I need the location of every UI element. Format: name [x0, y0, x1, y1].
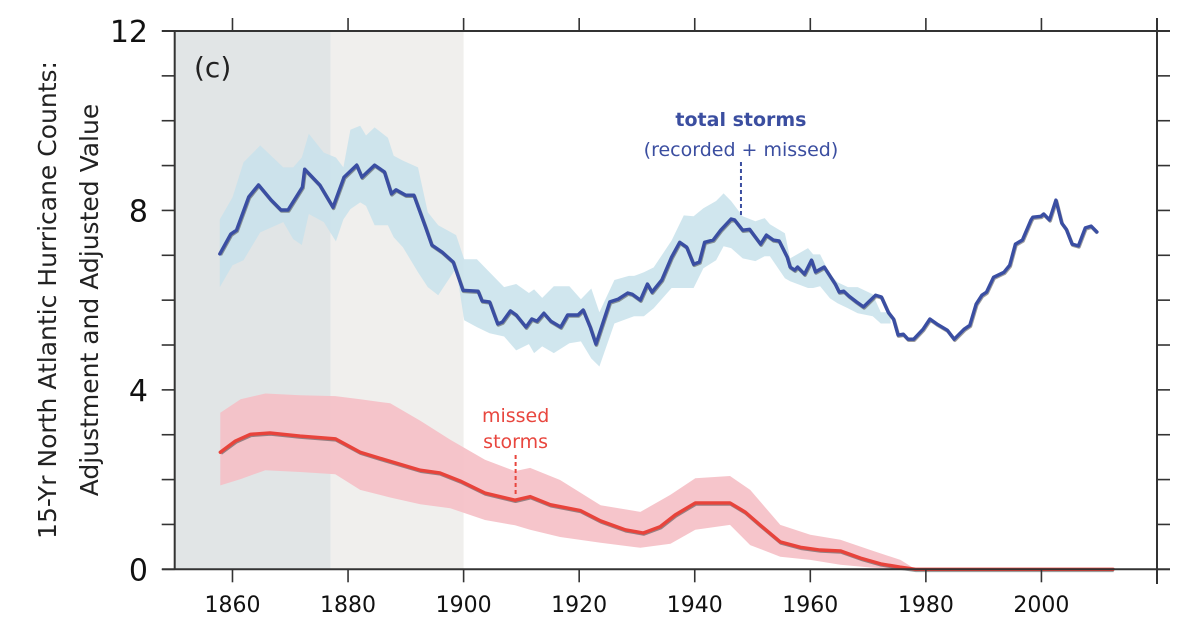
x-tick-label-1880: 1880 [320, 593, 376, 618]
x-tick-label-1980: 1980 [898, 593, 954, 618]
y-axis-title-line-2: Adjustment and Adjusted Value [75, 104, 104, 496]
shaded-periods [174, 31, 464, 570]
y-tick-label-4: 4 [129, 374, 148, 409]
total-storms-line [218, 163, 1099, 346]
y-tick-label-0: 0 [129, 553, 148, 588]
y-axis-title: 15-Yr North Atlantic Hurricane Counts: A… [33, 61, 104, 539]
y-axis-title-line-1: 15-Yr North Atlantic Hurricane Counts: [33, 61, 62, 539]
x-tick-label-1960: 1960 [782, 593, 838, 618]
x-tick-label-1920: 1920 [551, 593, 607, 618]
y-tick-label-8: 8 [129, 194, 148, 229]
x-tick-label-2000: 2000 [1013, 593, 1069, 618]
missed-storms-line [218, 431, 1115, 571]
missed-storms-label-line-2: storms [483, 431, 548, 453]
total-storms-label-line-2: (recorded + missed) [644, 139, 839, 161]
missed-storms-label-line-1: missed [482, 405, 549, 427]
tick-labels: 1860 1880 1900 1920 1940 1960 1980 2000 0 4 8 12 [110, 15, 1070, 618]
series-lines [218, 163, 1115, 573]
total-storms-label-line-1: total storms [675, 109, 806, 131]
axes [161, 18, 1170, 584]
x-tick-label-1860: 1860 [204, 593, 260, 618]
panel-label: (c) [194, 51, 231, 84]
shaded-early-period [174, 31, 331, 570]
y-tick-label-12: 12 [110, 15, 148, 50]
x-tick-label-1900: 1900 [436, 593, 492, 618]
missed-storms-uncertainty-band [220, 393, 916, 570]
annotations: total storms (recorded + missed) missed sto… [482, 109, 838, 497]
x-tick-label-1940: 1940 [667, 593, 723, 618]
